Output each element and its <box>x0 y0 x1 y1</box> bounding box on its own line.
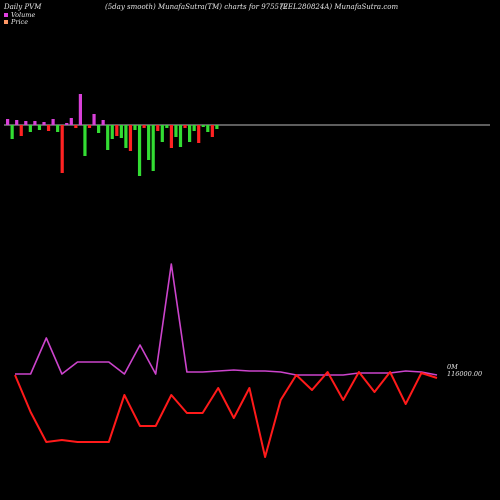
volume-bar <box>87 125 92 128</box>
volume-bar <box>74 125 78 128</box>
volume-bar <box>24 121 28 125</box>
volume-bar <box>215 125 219 129</box>
volume-bar <box>42 122 46 125</box>
volume-bar <box>197 125 201 143</box>
volume-bar <box>165 125 169 128</box>
volume-bar <box>201 125 205 127</box>
volume-bar <box>156 125 160 131</box>
volume-bar <box>178 125 183 147</box>
legend-price: Price <box>4 18 28 26</box>
volume-bar <box>10 125 14 139</box>
volume-bar <box>210 125 214 137</box>
legend-volume-label: Volume <box>11 11 36 19</box>
volume-bar <box>101 120 105 125</box>
price-volume-lines <box>14 263 438 458</box>
volume-bar <box>56 125 60 132</box>
volume-bar <box>188 125 192 142</box>
volume-bar <box>69 118 73 125</box>
legend-volume-swatch <box>4 13 8 17</box>
volume-bar <box>15 120 19 125</box>
volume-bar <box>119 125 123 138</box>
volume-bar <box>183 125 187 128</box>
volume-bar <box>110 125 114 139</box>
volume-bar <box>46 125 51 131</box>
volume-bar <box>169 125 173 148</box>
chart-header-left: Daily PVM <box>4 3 42 11</box>
legend-price-swatch <box>4 20 8 24</box>
volume-bar <box>97 125 101 133</box>
volume-bar <box>60 125 64 173</box>
volume-bar <box>78 94 82 125</box>
volume-bar <box>160 125 164 142</box>
volume-bar <box>206 125 210 132</box>
volume-bar <box>133 125 137 130</box>
volume-bar <box>128 125 133 151</box>
volume-bar <box>6 119 10 125</box>
volume-bar <box>124 125 128 148</box>
volume-bar <box>151 125 155 171</box>
volume-bar <box>106 125 110 150</box>
volume-bar <box>37 125 42 130</box>
volume-bar <box>19 125 23 136</box>
volume-bar <box>51 119 55 125</box>
chart-header-right: (EEL280824A) MunafaSutra.com <box>280 3 399 11</box>
volume-axis-label: 0M <box>447 363 458 371</box>
volume-bar <box>65 123 69 125</box>
volume-bar <box>83 125 87 156</box>
volume-bar <box>147 125 151 160</box>
price-axis-label: 116000.00 <box>447 370 482 378</box>
volume-bars <box>6 94 219 176</box>
volume-bar <box>174 125 178 137</box>
price-line <box>14 371 438 458</box>
volume-bar <box>142 125 146 128</box>
volume-bar <box>92 114 96 125</box>
volume-bar <box>33 121 37 125</box>
volume-line <box>15 263 438 376</box>
volume-bar <box>28 125 32 132</box>
legend-price-label: Price <box>11 18 29 26</box>
volume-bar <box>137 125 142 176</box>
chart-header-center: (5day smooth) MunafaSutra(TM) charts for… <box>105 3 288 11</box>
legend-volume: Volume <box>4 11 35 19</box>
volume-bar <box>192 125 196 131</box>
volume-bar <box>115 125 119 136</box>
